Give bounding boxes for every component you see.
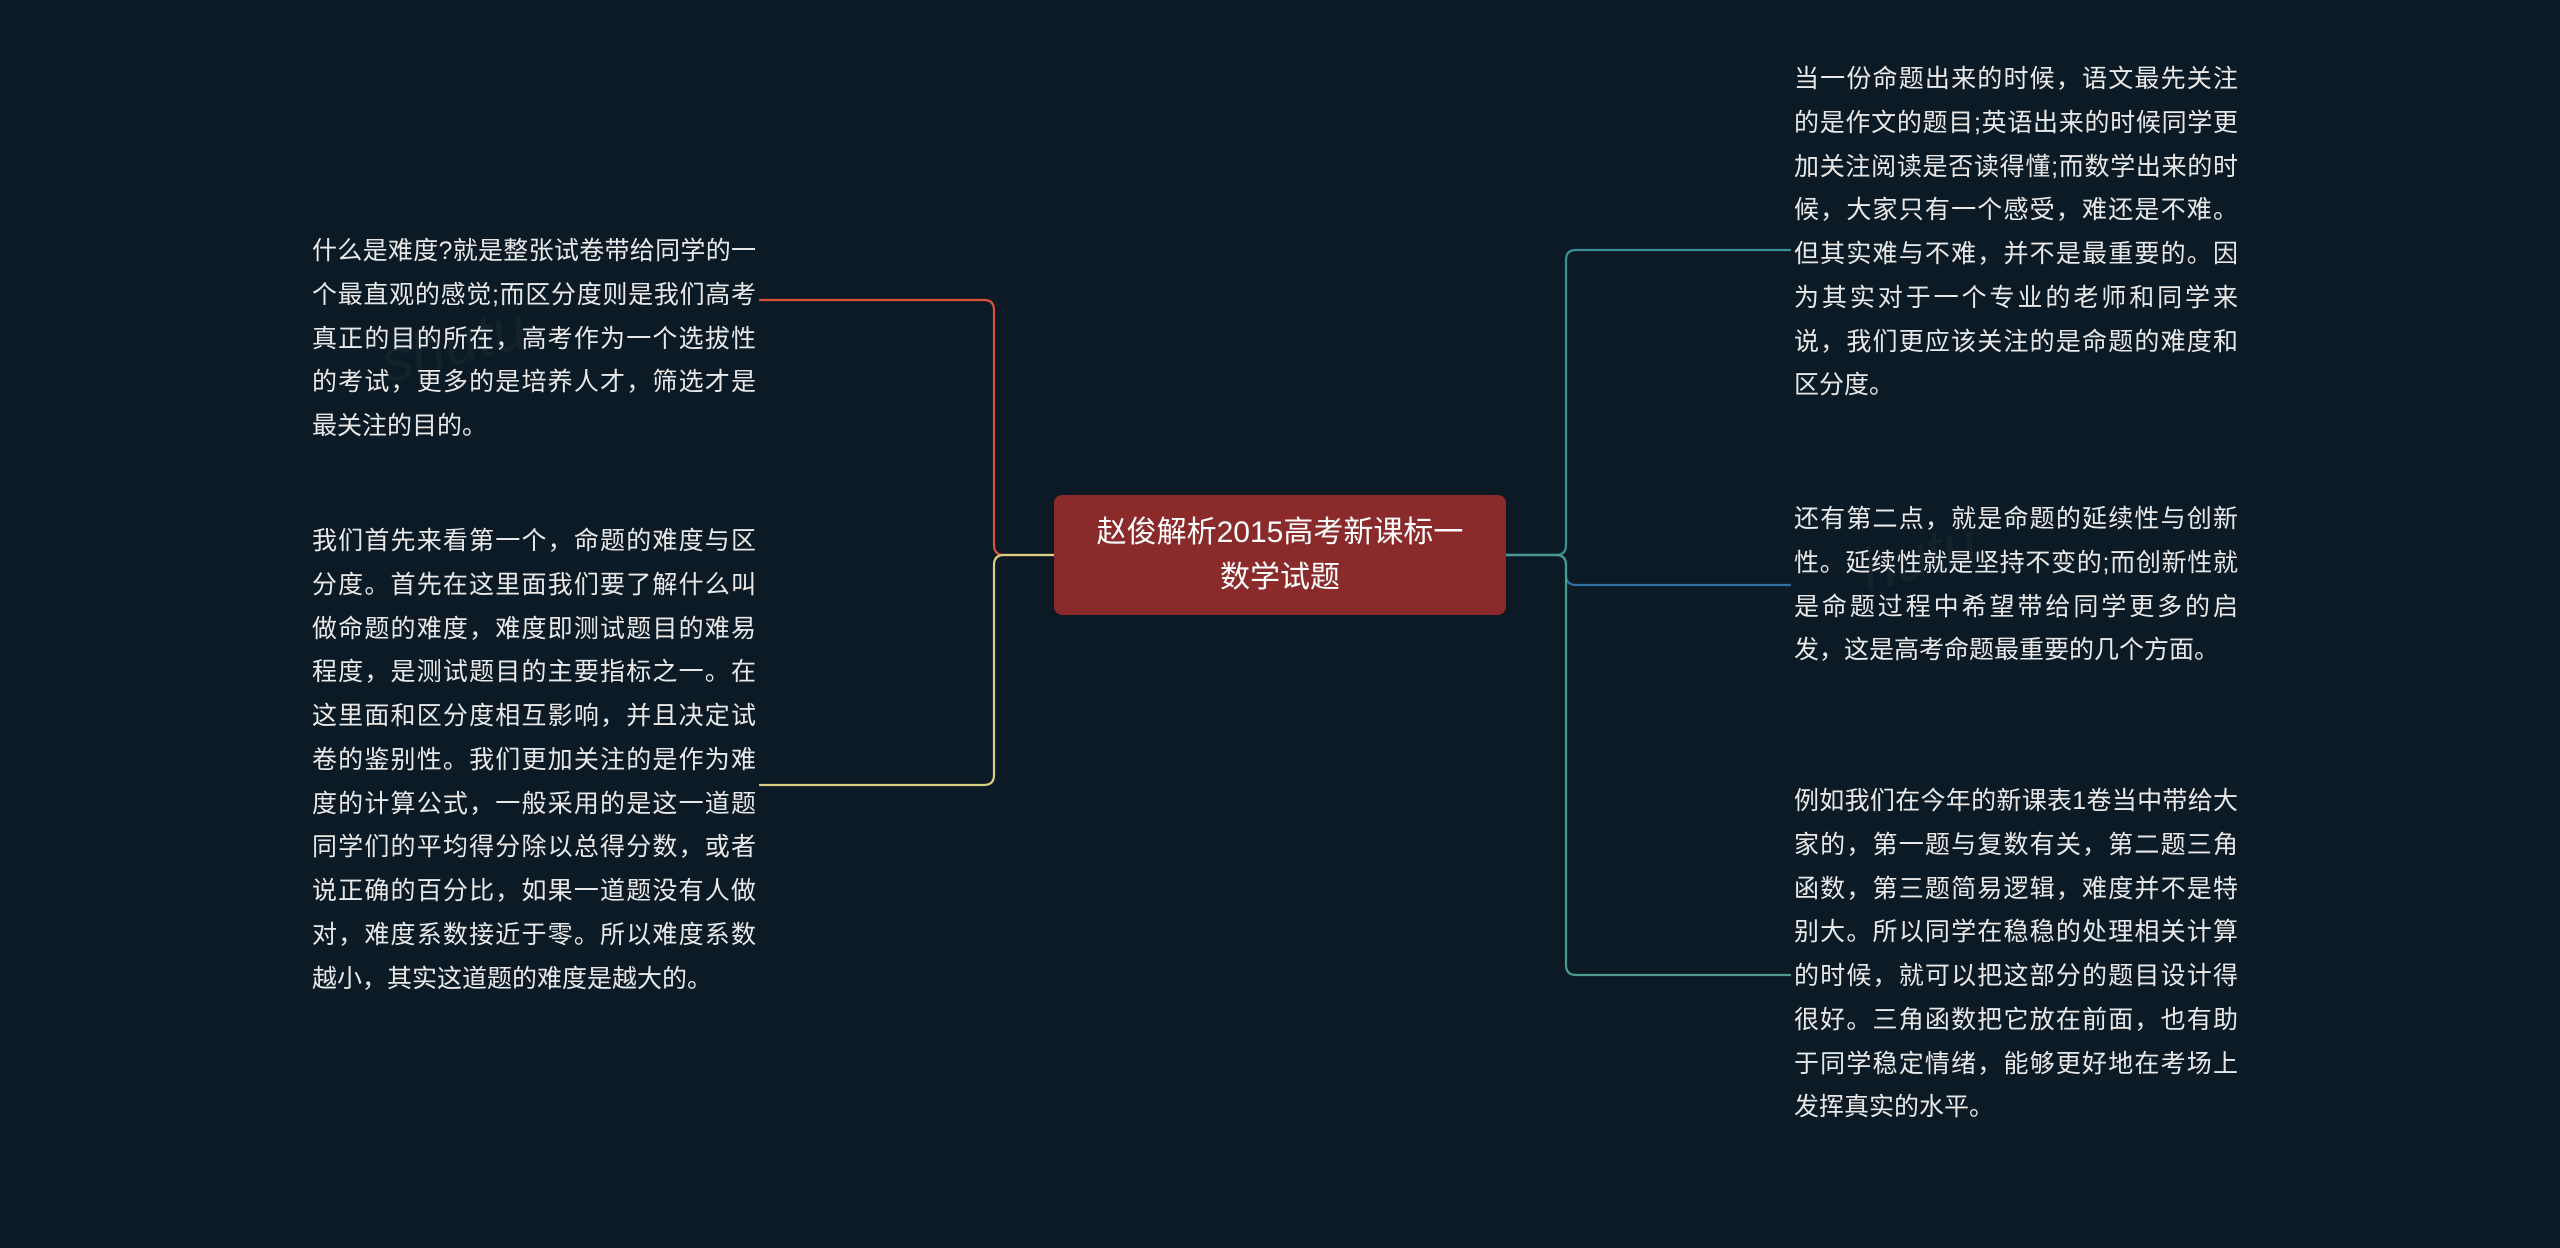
branch-left-2-text: 我们首先来看第一个，命题的难度与区分度。首先在这里面我们要了解什么叫做命题的难度… — [312, 527, 756, 993]
branch-left-1: 什么是难度?就是整张试卷带给同学的一个最直观的感觉;而区分度则是我们高考真正的目… — [312, 230, 756, 449]
center-topic: 赵俊解析2015高考新课标一数学试题 — [1054, 495, 1506, 615]
branch-right-3-text: 例如我们在今年的新课表1卷当中带给大家的，第一题与复数有关，第二题三角函数，第三… — [1794, 787, 2238, 1121]
branch-right-2-text: 还有第二点，就是命题的延续性与创新性。延续性就是坚持不变的;而创新性就是命题过程… — [1794, 505, 2238, 664]
branch-right-3: 例如我们在今年的新课表1卷当中带给大家的，第一题与复数有关，第二题三角函数，第三… — [1794, 780, 2238, 1130]
branch-right-1-text: 当一份命题出来的时候，语文最先关注的是作文的题目;英语出来的时候同学更加关注阅读… — [1794, 65, 2238, 399]
branch-right-1: 当一份命题出来的时候，语文最先关注的是作文的题目;英语出来的时候同学更加关注阅读… — [1794, 58, 2238, 408]
branch-left-2: 我们首先来看第一个，命题的难度与区分度。首先在这里面我们要了解什么叫做命题的难度… — [312, 520, 756, 1001]
center-topic-text: 赵俊解析2015高考新课标一数学试题 — [1086, 510, 1474, 600]
branch-right-2: 还有第二点，就是命题的延续性与创新性。延续性就是坚持不变的;而创新性就是命题过程… — [1794, 498, 2238, 673]
branch-left-1-text: 什么是难度?就是整张试卷带给同学的一个最直观的感觉;而区分度则是我们高考真正的目… — [312, 237, 756, 440]
